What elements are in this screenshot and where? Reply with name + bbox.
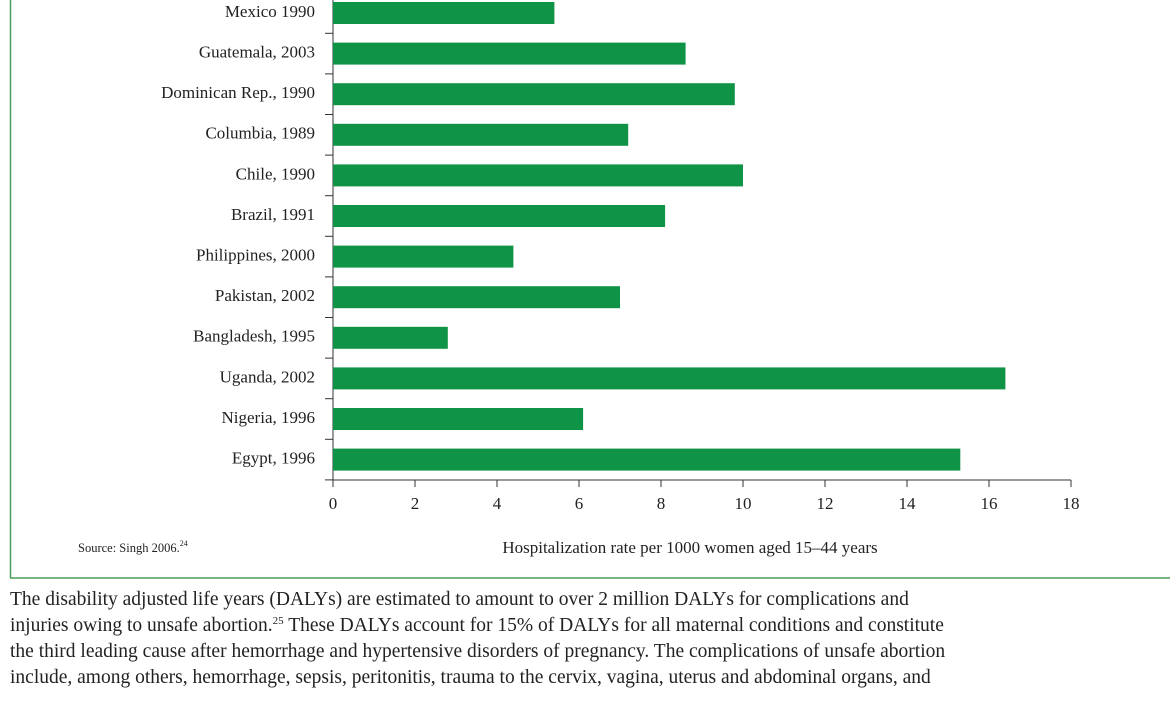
y-tick-label: Dominican Rep., 1990	[161, 83, 315, 102]
x-tick-label: 12	[817, 494, 834, 513]
text: the third leading cause after hemorrhage…	[10, 641, 946, 662]
text: include, among others, hemorrhage, sepsi…	[10, 667, 931, 688]
bar	[333, 448, 961, 471]
paragraph-line: injuries owing to unsafe abortion.25 The…	[10, 613, 945, 639]
paragraph-line: include, among others, hemorrhage, sepsi…	[10, 665, 945, 691]
bar	[333, 245, 514, 268]
paragraph-line: The disability adjusted life years (DALY…	[10, 587, 945, 613]
bar	[333, 83, 735, 106]
x-tick-label: 10	[735, 494, 752, 513]
text: injuries owing to unsafe abortion.	[10, 615, 273, 636]
paragraph-line: the third leading cause after hemorrhage…	[10, 639, 945, 665]
x-tick-label: 0	[329, 494, 338, 513]
y-tick-label: Philippines, 2000	[196, 246, 315, 265]
bar	[333, 286, 620, 309]
bar	[333, 164, 743, 187]
bar	[333, 2, 555, 24]
chart: Hospitalization rate per 1000 women aged…	[9, 0, 1170, 579]
source-text: Source: Singh 2006.	[78, 541, 180, 555]
x-tick-label: 8	[657, 494, 666, 513]
source: Source: Singh 2006.24	[78, 539, 188, 555]
x-tick-label: 2	[411, 494, 420, 513]
text: These DALYs account for 15% of DALYs for…	[283, 615, 944, 636]
bar	[333, 42, 686, 65]
y-tick-label: Chile, 1990	[236, 164, 315, 183]
y-tick-label: Mexico 1990	[225, 2, 315, 21]
y-tick-label: Nigeria, 1996	[222, 408, 315, 427]
text: The disability adjusted life years (DALY…	[10, 589, 909, 610]
paragraph: The disability adjusted life years (DALY…	[10, 587, 945, 691]
y-tick-label: Bangladesh, 1995	[193, 327, 315, 346]
bar	[333, 367, 1006, 390]
source-note: 24	[180, 539, 188, 548]
bar	[333, 205, 666, 227]
bar	[333, 408, 584, 430]
y-tick-label: Guatemala, 2003	[199, 43, 315, 62]
bar	[333, 123, 629, 146]
y-tick-label: Columbia, 1989	[205, 124, 315, 143]
x-axis-label: Hospitalization rate per 1000 women aged…	[502, 538, 877, 557]
y-tick-label: Uganda, 2002	[220, 367, 315, 386]
x-tick-label: 14	[899, 494, 917, 513]
bar	[333, 326, 448, 349]
y-tick-label: Pakistan, 2002	[215, 286, 315, 305]
footnote-ref: 25	[272, 615, 284, 627]
x-tick-label: 6	[575, 494, 584, 513]
y-tick-label: Brazil, 1991	[231, 205, 315, 224]
x-tick-label: 4	[493, 494, 502, 513]
x-tick-label: 16	[981, 494, 998, 513]
x-tick-label: 18	[1063, 494, 1080, 513]
y-tick-label: Egypt, 1996	[232, 449, 315, 468]
